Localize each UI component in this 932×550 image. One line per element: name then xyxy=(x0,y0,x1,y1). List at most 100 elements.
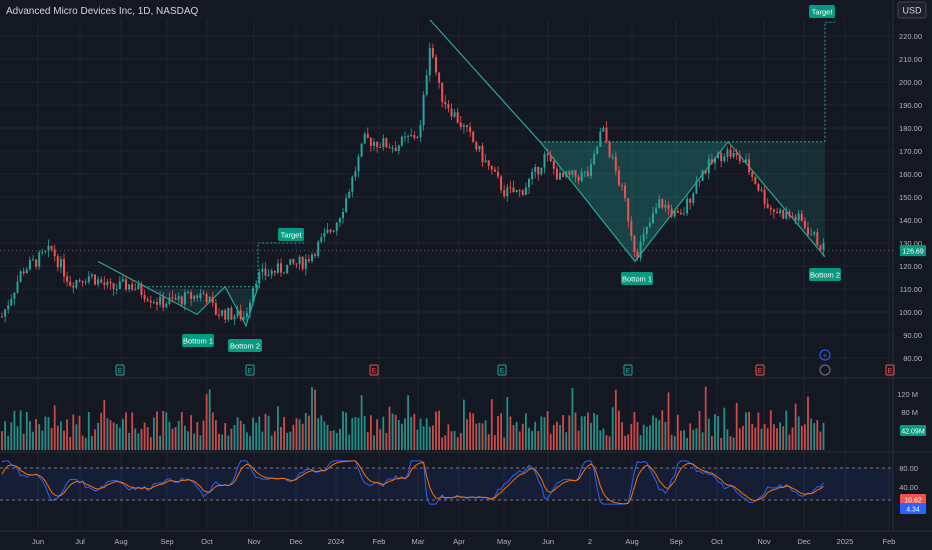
volume-bar xyxy=(428,426,431,450)
candle-body xyxy=(797,213,800,221)
volume-bar xyxy=(267,415,270,450)
volume-bar xyxy=(286,432,289,450)
volume-bar xyxy=(413,413,416,450)
candle-body xyxy=(376,141,379,147)
candle-body xyxy=(183,292,186,305)
volume-bar xyxy=(655,417,657,450)
candle-body xyxy=(810,234,813,236)
x-tick-label: Sep xyxy=(160,537,173,546)
target-label-right-text: Target xyxy=(812,8,834,17)
volume-bar xyxy=(509,416,512,450)
candle-body xyxy=(252,287,255,303)
earnings-marker-label: E xyxy=(372,368,377,375)
y-tick-label: 210.00 xyxy=(899,55,922,64)
candle-body xyxy=(140,284,143,295)
candle-body xyxy=(295,263,298,265)
volume-bars xyxy=(1,386,825,450)
earnings-marker: E xyxy=(369,364,379,376)
candle-body xyxy=(760,189,763,191)
candle-body xyxy=(534,166,537,172)
candle-body xyxy=(738,155,741,162)
candle-body xyxy=(704,170,707,174)
currency-button[interactable] xyxy=(897,1,927,19)
volume-bar xyxy=(379,429,382,450)
candle-body xyxy=(134,289,137,291)
candle-body xyxy=(639,241,642,259)
volume-bar xyxy=(512,425,515,450)
candle-body xyxy=(537,166,540,175)
candle-body xyxy=(679,212,682,215)
volume-bar xyxy=(528,427,530,450)
volume-bar xyxy=(242,424,245,450)
volume-bar xyxy=(16,426,19,450)
candle-body xyxy=(100,279,103,283)
candle-body xyxy=(779,210,782,214)
volume-bar xyxy=(521,423,524,450)
currency-label[interactable]: USD xyxy=(902,6,922,16)
candle-body xyxy=(224,310,227,320)
volume-bar xyxy=(543,417,546,450)
volume-bar xyxy=(689,423,692,450)
candle-body xyxy=(159,296,162,305)
volume-bar xyxy=(298,419,301,450)
candle-body xyxy=(298,256,301,265)
bottom1-label-right-text: Bottom 1 xyxy=(622,275,652,284)
volume-bar xyxy=(363,415,366,450)
volume-bar xyxy=(221,434,223,450)
volume-bar xyxy=(621,422,623,450)
volume-bar xyxy=(800,425,803,450)
candle-body xyxy=(683,213,685,215)
candle-body xyxy=(13,292,16,299)
volume-bar xyxy=(72,414,75,450)
volume-bar xyxy=(791,427,794,450)
volume-bar xyxy=(348,434,351,450)
candle-body xyxy=(137,284,140,290)
volume-bar xyxy=(816,419,819,450)
candle-body xyxy=(624,185,627,199)
volume-bar xyxy=(44,416,47,450)
volume-bar xyxy=(664,421,667,450)
volume-bar xyxy=(667,392,670,450)
candle-body xyxy=(617,170,620,186)
volume-bar xyxy=(506,396,509,450)
volume-bar xyxy=(571,387,574,450)
candle-body xyxy=(131,284,134,290)
volume-bar xyxy=(760,428,763,450)
volume-bar xyxy=(599,430,602,450)
volume-bar xyxy=(419,418,422,450)
candle-body xyxy=(748,159,751,173)
candle-body xyxy=(128,284,131,290)
candle-body xyxy=(763,189,766,204)
volume-bar xyxy=(106,418,109,450)
candle-body xyxy=(686,198,689,214)
volume-bar xyxy=(60,421,62,450)
candle-body xyxy=(776,211,778,214)
volume-bar xyxy=(29,421,31,450)
volume-bar xyxy=(773,424,775,450)
volume-bar xyxy=(596,414,599,450)
volume-bar xyxy=(683,430,685,450)
volume-bar xyxy=(785,410,788,450)
x-tick-label: Jun xyxy=(542,537,554,546)
volume-bar xyxy=(35,418,37,450)
candle-body xyxy=(221,310,224,316)
candle-body xyxy=(692,193,695,203)
candle-body xyxy=(658,199,661,209)
candle-body xyxy=(162,296,165,308)
candle-body xyxy=(788,211,791,217)
candle-body xyxy=(379,146,382,148)
volume-bar xyxy=(698,410,701,450)
volume-bar xyxy=(757,412,760,450)
candle-body xyxy=(803,220,806,228)
x-tick-label: Dec xyxy=(797,537,811,546)
candle-body xyxy=(800,213,803,221)
volume-bar xyxy=(490,399,493,450)
candle-body xyxy=(785,211,788,219)
candle-body xyxy=(555,168,558,180)
candle-body xyxy=(590,164,592,176)
volume-bar xyxy=(233,425,236,450)
candle-body xyxy=(531,171,534,180)
x-tick-label: 2025 xyxy=(837,537,854,546)
